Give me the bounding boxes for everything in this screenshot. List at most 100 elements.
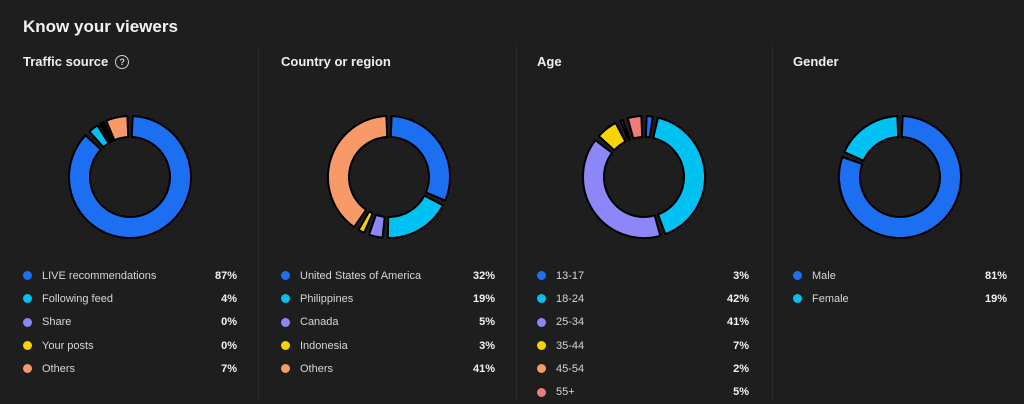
legend-value: 19%	[472, 292, 495, 305]
legend-label: Indonesia	[300, 339, 348, 352]
help-icon[interactable]: ?	[115, 54, 130, 69]
donut-segment-4[interactable]	[619, 118, 631, 142]
legend-dot	[23, 364, 32, 374]
legend-label: Your posts	[42, 339, 94, 352]
donut-segment-0[interactable]	[68, 115, 192, 239]
legend-label: Following feed	[42, 292, 113, 305]
panel-title-gender: Gender	[793, 54, 839, 69]
legend-gender: Male 81% Female 19%	[793, 264, 1007, 311]
legend-label: United States of America	[300, 269, 422, 282]
legend-dot	[537, 271, 546, 281]
legend-dot	[23, 317, 32, 327]
panel-title-country: Country or region	[281, 54, 391, 69]
legend-age: 13-17 3% 18-24 42% 25-34 41% 35-44 7% 45-54 2% 55+…	[537, 264, 749, 404]
legend-label: Philippines	[300, 292, 354, 305]
legend-value: 0%	[221, 339, 237, 352]
donut-segment-3[interactable]	[357, 210, 374, 234]
donut-segment-5[interactable]	[626, 115, 644, 140]
legend-value: 42%	[726, 292, 749, 305]
legend-value: 41%	[472, 362, 495, 375]
legend-item: 13-17 3%	[537, 264, 749, 287]
legend-value: 0%	[221, 316, 237, 329]
donut-chart-gender	[838, 115, 962, 239]
legend-item: United States of America 32%	[281, 264, 495, 287]
donut-segment-3[interactable]	[597, 121, 627, 152]
legend-item: LIVE recommendations 87%	[23, 264, 237, 287]
legend-label: Others	[42, 362, 76, 375]
donut-chart-age	[582, 115, 706, 239]
legend-value: 19%	[984, 292, 1007, 305]
legend-value: 4%	[221, 292, 237, 305]
legend-item: Canada 5%	[281, 311, 495, 334]
legend-country: United States of America 32% Philippines 19…	[281, 264, 495, 380]
donut-segment-4[interactable]	[105, 115, 130, 142]
donut-segment-3[interactable]	[101, 121, 114, 143]
legend-value: 5%	[479, 316, 495, 329]
legend-item: 45-54 2%	[537, 357, 749, 380]
legend-label: Female	[812, 292, 849, 305]
donut-segment-1[interactable]	[386, 194, 445, 239]
donut-chart-country	[327, 115, 451, 239]
legend-value: 87%	[214, 269, 237, 282]
legend-item: Others 7%	[23, 357, 237, 380]
donut-segment-1[interactable]	[652, 116, 706, 236]
legend-dot	[793, 271, 802, 281]
legend-dot	[281, 341, 290, 351]
panel-gender: Gender Male 81% Female 19%	[772, 46, 1024, 400]
panel-title-label: Traffic source	[23, 54, 109, 69]
legend-value: 3%	[479, 339, 495, 352]
legend-item: 35-44 7%	[537, 334, 749, 357]
legend-item: Others 41%	[281, 357, 495, 380]
legend-dot	[281, 364, 290, 374]
legend-label: Others	[300, 362, 334, 375]
legend-dot	[281, 271, 290, 281]
legend-item: Your posts 0%	[23, 334, 237, 357]
legend-label: Share	[42, 316, 72, 329]
legend-label: Male	[812, 269, 836, 282]
donut-segment-0[interactable]	[389, 115, 451, 202]
legend-dot	[281, 317, 290, 327]
legend-item: 18-24 42%	[537, 287, 749, 310]
donut-segment-1[interactable]	[88, 124, 110, 149]
legend-dot	[537, 294, 546, 304]
panel-title-traffic: Traffic source?	[23, 54, 130, 69]
panels-container: Traffic source? LIVE recommendations 87% Fo…	[0, 46, 1024, 400]
donut-segment-1[interactable]	[843, 115, 900, 162]
panel-country: Country or region United States of Americ…	[258, 46, 516, 400]
donut-segment-4[interactable]	[327, 115, 389, 229]
legend-label: 45-54	[556, 362, 585, 375]
panel-age: Age 13-17 3% 18-24 42% 25-34 41% 35-44 7% 45-54 2%…	[516, 46, 772, 400]
donut-segment-2[interactable]	[582, 139, 662, 239]
legend-dot	[281, 294, 290, 304]
donut-segment-0[interactable]	[644, 115, 654, 139]
legend-dot	[537, 317, 546, 327]
legend-label: Canada	[300, 316, 339, 329]
legend-dot	[537, 341, 546, 351]
donut-chart-traffic	[68, 115, 192, 239]
page-title: Know your viewers	[23, 17, 178, 36]
donut-segment-2[interactable]	[368, 213, 386, 239]
legend-item: Following feed 4%	[23, 287, 237, 310]
legend-dot	[537, 387, 546, 397]
legend-value: 7%	[221, 362, 237, 375]
legend-label: 18-24	[556, 292, 585, 305]
panel-traffic: Traffic source? LIVE recommendations 87% Fo…	[0, 46, 258, 400]
legend-value: 2%	[733, 362, 749, 375]
legend-item: Male 81%	[793, 264, 1007, 287]
legend-dot	[23, 271, 32, 281]
legend-label: LIVE recommendations	[42, 269, 157, 282]
legend-dot	[537, 364, 546, 374]
legend-dot	[23, 341, 32, 351]
legend-label: 35-44	[556, 339, 585, 352]
legend-dot	[793, 294, 802, 304]
legend-item: Indonesia 3%	[281, 334, 495, 357]
legend-value: 81%	[984, 269, 1007, 282]
legend-label: 13-17	[556, 269, 585, 282]
panel-title-age: Age	[537, 54, 562, 69]
legend-item: Philippines 19%	[281, 287, 495, 310]
legend-item: 55+ 5%	[537, 380, 749, 403]
legend-dot	[23, 294, 32, 304]
legend-label: 25-34	[556, 316, 585, 329]
donut-segment-0[interactable]	[838, 115, 962, 239]
